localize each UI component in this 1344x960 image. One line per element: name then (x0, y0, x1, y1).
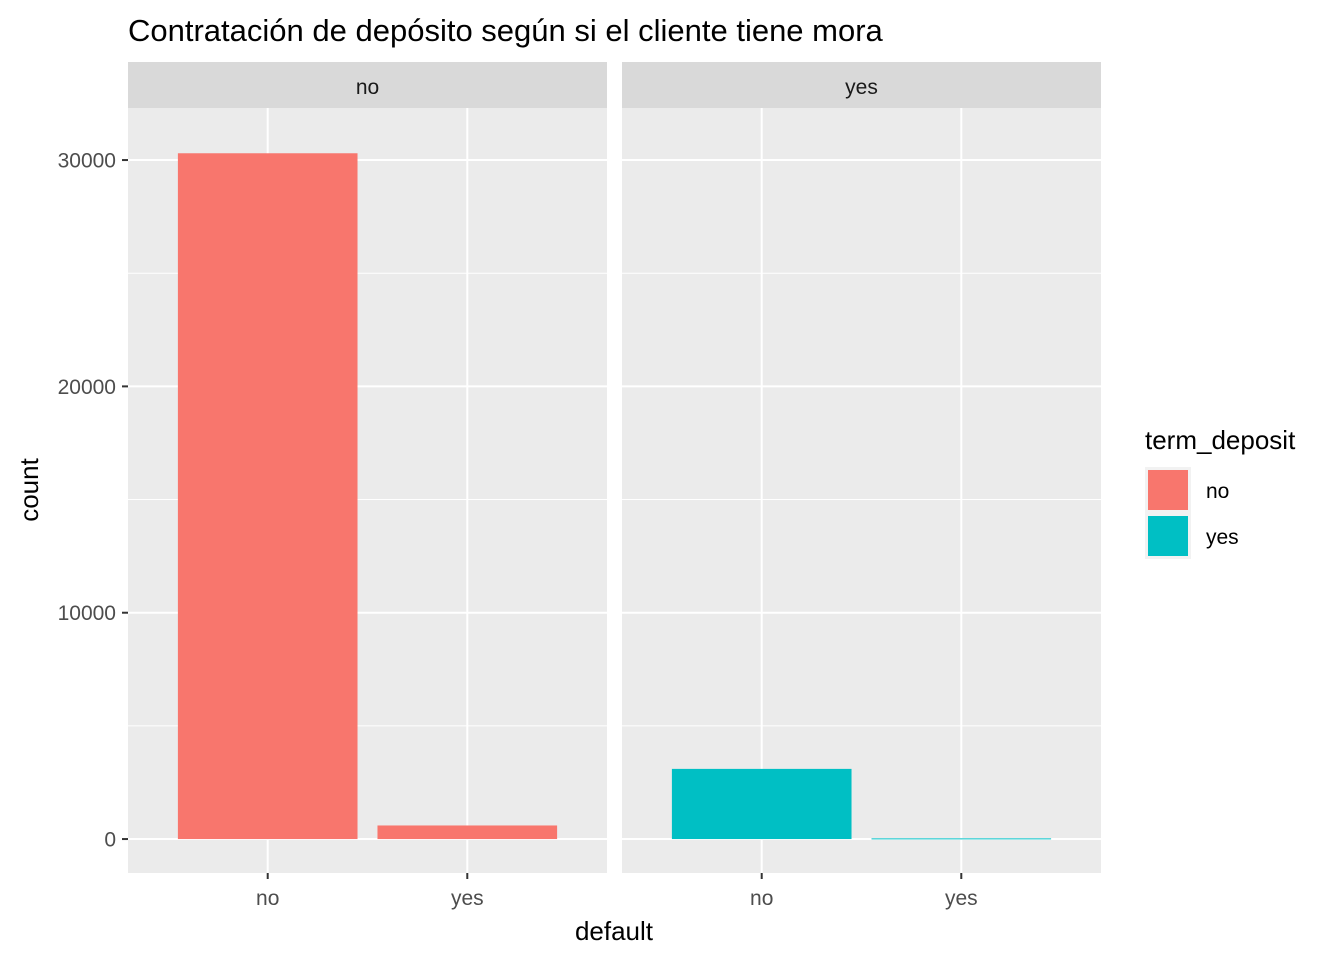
bar-no-yes (377, 825, 558, 840)
y-tick-label: 0 (104, 829, 116, 852)
x-axis-title: default (575, 916, 654, 946)
legend-label: yes (1206, 526, 1239, 549)
legend-swatch-no (1148, 470, 1188, 510)
bar-yes-no (671, 768, 852, 840)
y-axis-title: count (14, 457, 44, 521)
bar-yes-yes (871, 838, 1052, 840)
y-tick-label: 10000 (58, 602, 116, 625)
facet-panel-1: yes no yes (622, 62, 1101, 910)
y-tick-label: 20000 (58, 376, 116, 399)
facet-panel-0: no no yes (128, 62, 607, 910)
x-tick-label: no (256, 887, 279, 910)
facet-strip (622, 62, 1101, 108)
facet-strip-label: no (356, 76, 379, 99)
panel-background (622, 108, 1101, 873)
facet-panels: no no yes yes no yes (128, 62, 1101, 910)
facet-strip-label: yes (845, 76, 878, 99)
legend-title: term_deposit (1145, 425, 1296, 455)
facet-strip (128, 62, 607, 108)
y-tick-label: 30000 (58, 150, 116, 173)
x-tick-label: yes (451, 887, 484, 910)
legend-swatch-yes (1148, 516, 1188, 556)
chart-title: Contratación de depósito según si el cli… (128, 13, 884, 48)
bar-no-no (177, 153, 358, 840)
legend-label: no (1206, 480, 1229, 503)
y-axis: 0 10000 20000 30000 (58, 150, 128, 852)
x-tick-label: no (750, 887, 773, 910)
legend: term_deposit no yes (1145, 425, 1296, 559)
x-tick-label: yes (945, 887, 978, 910)
